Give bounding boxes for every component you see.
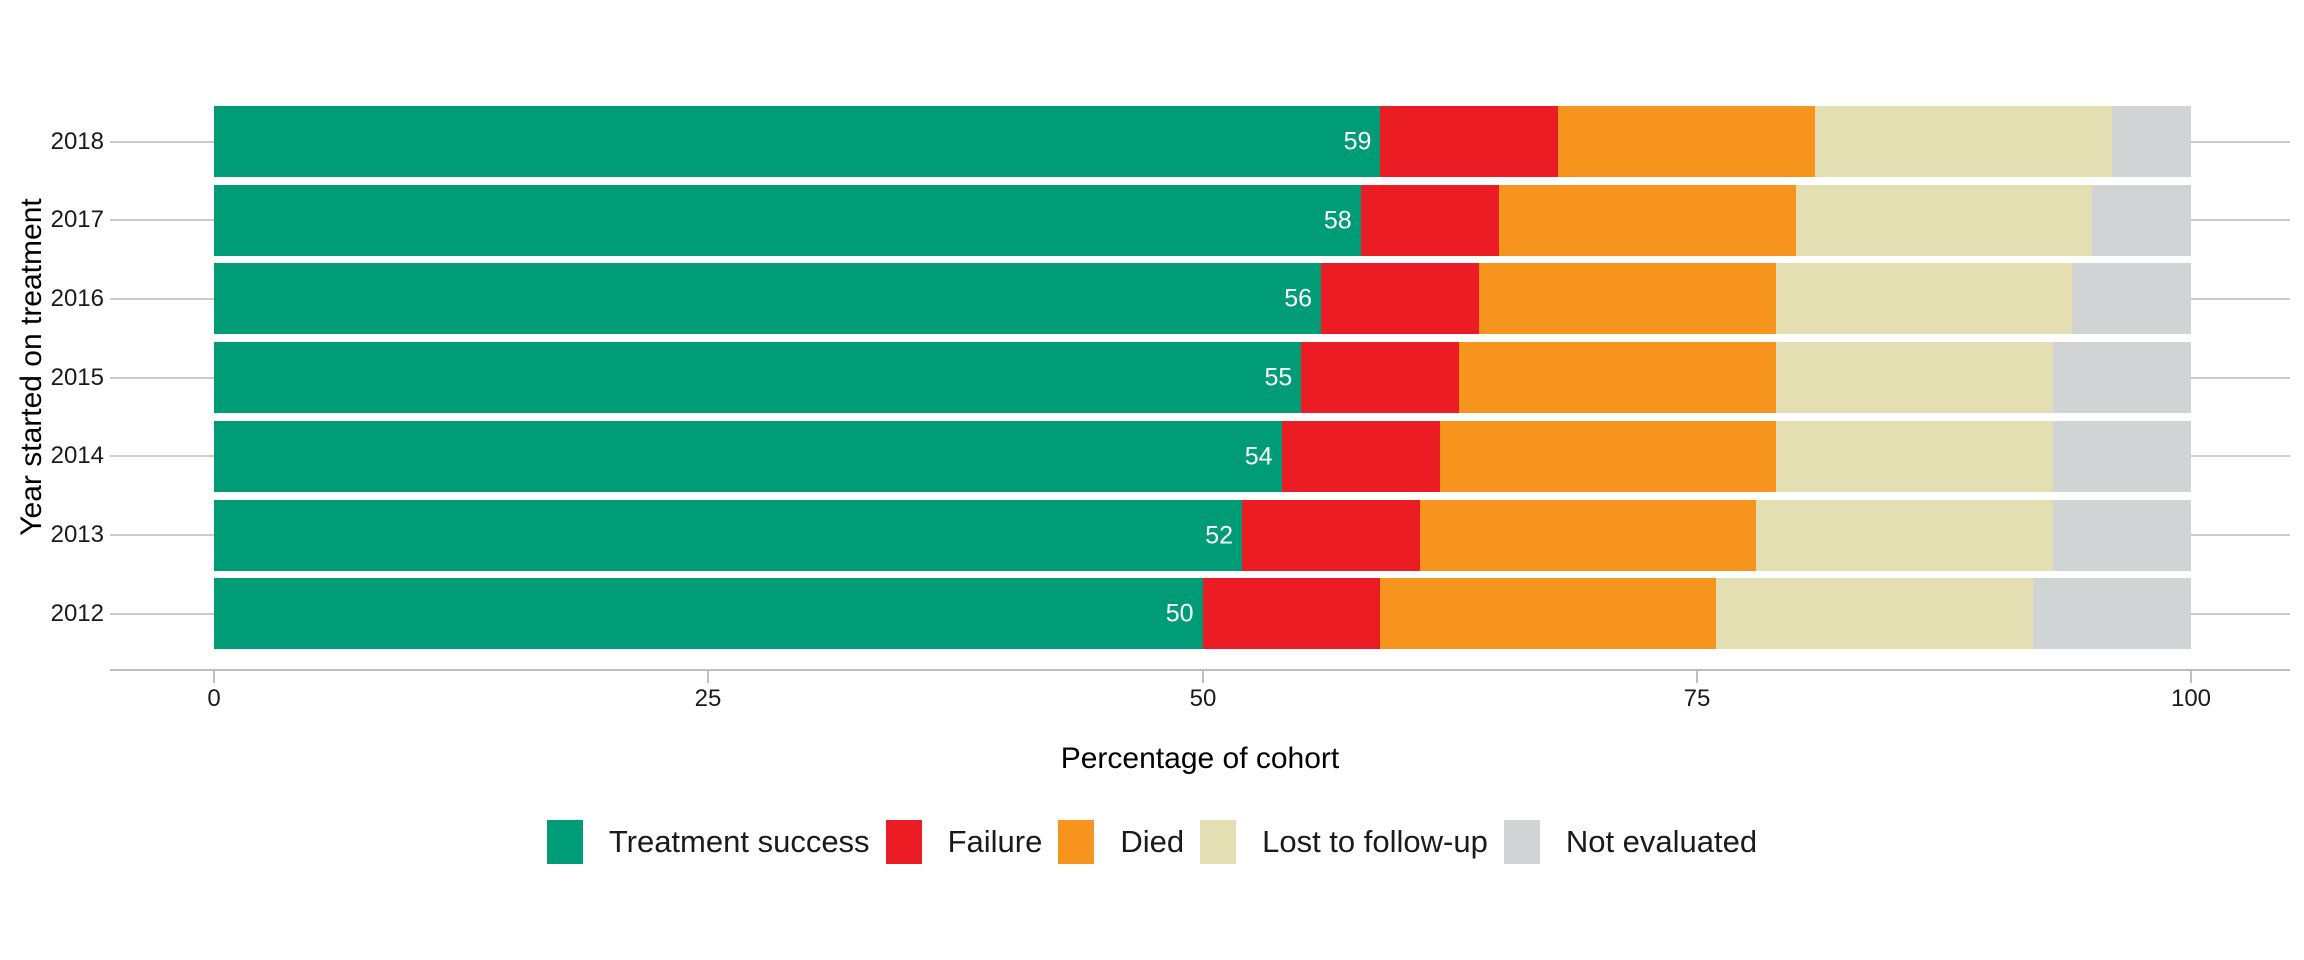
x-axis-title: Percentage of cohort <box>1060 742 1340 775</box>
bar-segment-died <box>1558 106 1816 177</box>
bar-segment-died <box>1419 500 1756 571</box>
x-axis-tick-mark <box>1202 671 1204 683</box>
x-axis-tick-label: 100 <box>2170 685 2212 712</box>
bar-segment-not-evaluated <box>2092 185 2192 256</box>
bar-segment-died <box>1459 342 1776 413</box>
bar-segment-died <box>1380 578 1717 649</box>
x-axis-tick-label: 0 <box>207 685 221 712</box>
legend-color-swatch <box>1200 820 1237 864</box>
bar-value-label: 58 <box>1323 206 1352 234</box>
bar-segment-died <box>1439 421 1776 492</box>
bar-value-label: 54 <box>1244 442 1273 470</box>
legend-color-swatch <box>1503 820 1540 864</box>
bar-row: 58 <box>214 185 2192 256</box>
bar-row: 56 <box>214 263 2192 334</box>
bar-segment-not-evaluated <box>2032 578 2191 649</box>
legend-label: Treatment success <box>608 824 870 859</box>
bar-segment-lost-to-follow-up <box>1775 342 2053 413</box>
x-axis-line <box>110 669 2290 671</box>
bar-segment-failure <box>1380 106 1559 177</box>
legend-color-swatch <box>885 820 922 864</box>
bar-value-label: 52 <box>1205 521 1233 549</box>
y-axis-category-label: 2015 <box>50 363 104 391</box>
legend-label: Lost to follow-up <box>1262 824 1488 859</box>
legend-color-swatch <box>1058 820 1095 864</box>
bar-segment-lost-to-follow-up <box>1815 106 2112 177</box>
y-axis-category-label: 2018 <box>50 127 104 155</box>
bar-segment-treatment-success: 55 <box>214 342 1302 413</box>
bar-segment-treatment-success: 50 <box>214 578 1203 649</box>
bar-segment-failure <box>1242 500 1420 571</box>
bar-value-label: 50 <box>1165 599 1194 627</box>
legend: Treatment success Failure Died Lost to foll… <box>0 820 2304 864</box>
bar-segment-not-evaluated <box>2052 421 2192 492</box>
bar-segment-treatment-success: 56 <box>214 263 1322 334</box>
bar-segment-failure <box>1281 421 1440 492</box>
bar-segment-failure <box>1321 263 1480 334</box>
bar-segment-treatment-success: 54 <box>214 421 1282 492</box>
x-axis-tick-mark <box>213 671 215 683</box>
legend-item-died: Died <box>1058 820 1184 864</box>
y-axis-category-label: 2016 <box>50 284 104 312</box>
x-axis-tick-mark <box>2190 671 2192 683</box>
bar-row: 59 <box>214 106 2191 177</box>
bar-segment-treatment-success: 58 <box>214 185 1361 256</box>
bar-segment-not-evaluated <box>2052 342 2191 413</box>
bar-segment-failure <box>1301 342 1460 413</box>
bar-segment-lost-to-follow-up <box>1795 185 2093 256</box>
bar-row: 52 <box>214 500 2191 571</box>
bar-segment-failure <box>1360 185 1500 256</box>
y-axis-category-label: 2014 <box>50 442 104 470</box>
bar-row: 54 <box>214 421 2192 492</box>
legend-item-lost-to-follow-up: Lost to follow-up <box>1200 820 1488 864</box>
bar-value-label: 59 <box>1343 127 1372 155</box>
legend-label: Died <box>1120 824 1185 859</box>
y-axis-category-label: 2012 <box>50 599 104 627</box>
y-axis-category-label: 2013 <box>50 521 104 549</box>
bar-row: 55 <box>214 342 2191 413</box>
legend-item-failure: Failure <box>885 820 1043 864</box>
bar-segment-lost-to-follow-up <box>1716 578 2033 649</box>
legend-item-treatment-success: Treatment success <box>546 820 870 864</box>
bar-segment-not-evaluated <box>2111 106 2191 177</box>
bar-segment-lost-to-follow-up <box>1755 500 2053 571</box>
x-axis-tick-label: 50 <box>1189 685 1217 712</box>
bar-segment-died <box>1479 263 1776 334</box>
bar-segment-not-evaluated <box>2052 500 2191 571</box>
bar-segment-not-evaluated <box>2072 263 2192 334</box>
y-axis-category-label: 2017 <box>50 206 104 234</box>
bar-segment-lost-to-follow-up <box>1775 421 2053 492</box>
bar-segment-died <box>1499 185 1796 256</box>
legend-label: Failure <box>947 824 1043 859</box>
bar-segment-treatment-success: 52 <box>214 500 1242 571</box>
bar-row: 50 <box>214 578 2191 649</box>
x-axis-tick-mark <box>1696 671 1698 683</box>
legend-label: Not evaluated <box>1565 824 1758 859</box>
legend-item-not-evaluated: Not evaluated <box>1503 820 1758 864</box>
bar-value-label: 56 <box>1284 284 1313 312</box>
legend-color-swatch <box>546 820 583 864</box>
x-axis-tick-mark <box>707 671 709 683</box>
bar-value-label: 55 <box>1264 363 1293 391</box>
x-axis-tick-label: 75 <box>1683 685 1711 712</box>
bar-segment-treatment-success: 59 <box>214 106 1381 177</box>
bar-segment-failure <box>1202 578 1381 649</box>
x-axis-tick-label: 25 <box>694 685 722 712</box>
bar-segment-lost-to-follow-up <box>1775 263 2073 334</box>
